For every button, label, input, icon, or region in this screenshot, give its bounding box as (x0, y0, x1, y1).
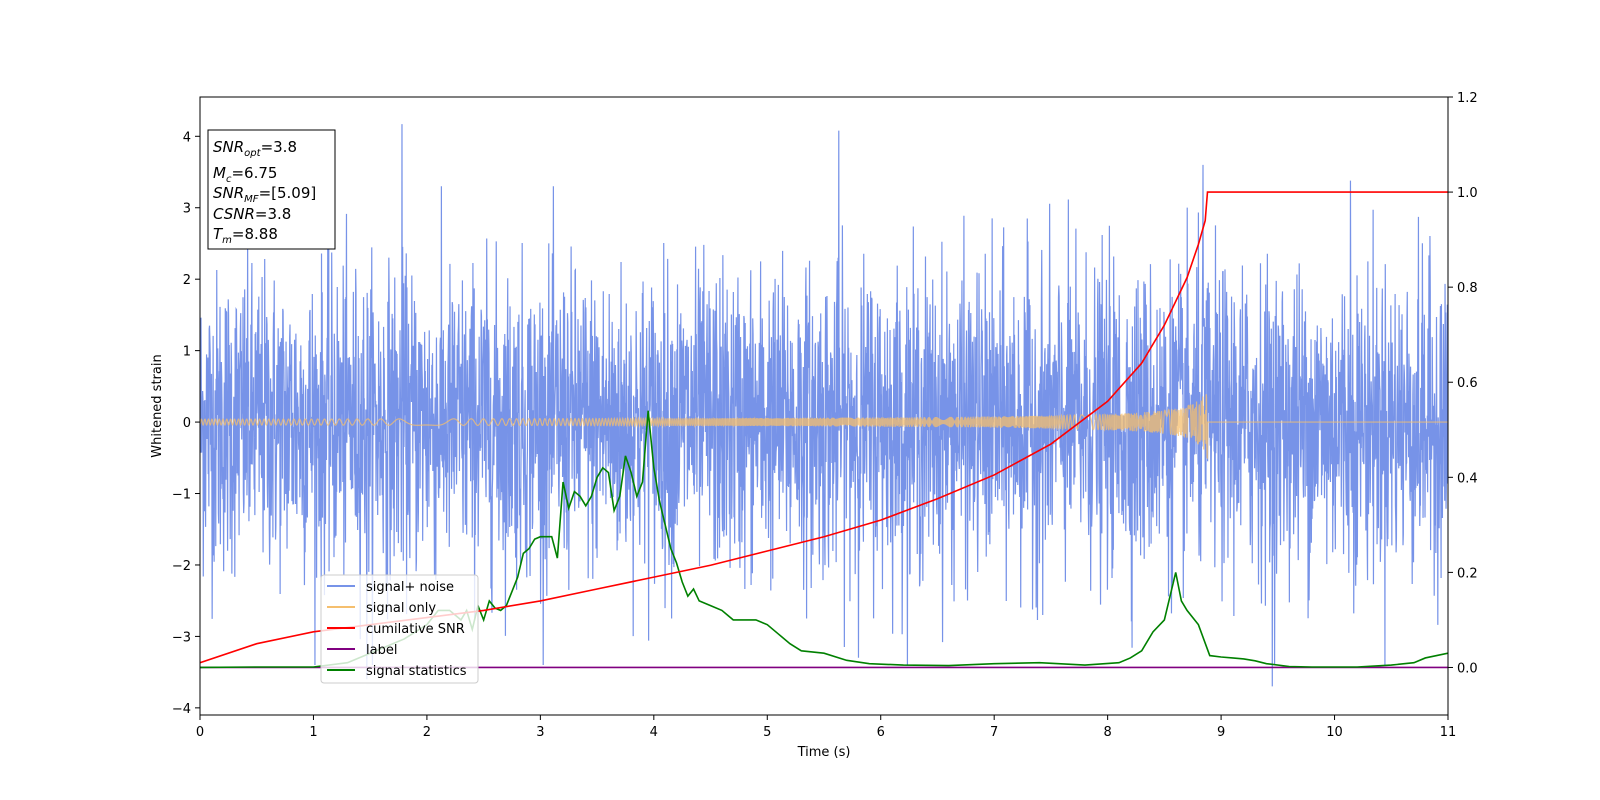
x-axis: 0 1 2 3 4 5 6 7 8 9 10 11 (196, 715, 1456, 740)
y-tick-label: 0 (183, 416, 191, 431)
y-tick-label: −4 (172, 702, 191, 717)
x-tick-label: 10 (1326, 725, 1343, 740)
y2-tick-label: 0.0 (1457, 661, 1478, 676)
x-tick-label: 5 (763, 725, 771, 740)
x-tick-label: 7 (990, 725, 998, 740)
y2-tick-label: 1.2 (1457, 91, 1478, 106)
legend-label-signal-noise: signal+ noise (366, 580, 454, 595)
x-tick-label: 1 (309, 725, 317, 740)
legend-entry-cumulative-snr: cumilative SNR (327, 622, 465, 637)
y-axis-left: −4 −3 −2 −1 0 1 2 3 4 (172, 130, 200, 717)
y-tick-label: 3 (183, 202, 191, 217)
annotation-csnr: CSNR=3.8 (213, 205, 291, 223)
legend-entry-signal-noise: signal+ noise (327, 580, 454, 595)
plot-frame (199, 96, 1449, 716)
y-tick-label: 4 (183, 130, 191, 145)
y2-tick-label: 0.6 (1457, 376, 1478, 391)
parameter-annotation-box: SNRopt=3.8 Mc=6.75 SNRMF=[5.09] CSNR=3.8… (207, 129, 336, 250)
y-tick-label: 2 (183, 273, 191, 288)
y-axis-label: Whitened strain (150, 354, 165, 457)
y2-tick-label: 0.4 (1457, 471, 1478, 486)
legend-label-signal-only: signal only (366, 601, 436, 616)
series-signal-only-line (200, 394, 1448, 460)
y-tick-label: 1 (183, 345, 191, 360)
x-axis-label: Time (s) (797, 745, 851, 760)
x-tick-label: 8 (1103, 725, 1111, 740)
legend-entry-signal-statistics: signal statistics (327, 664, 467, 679)
y-axis-right: 0.0 0.2 0.4 0.6 0.8 1.0 1.2 (1448, 91, 1478, 676)
annotation-snr-mf: SNRMF=[5.09] (213, 184, 316, 205)
y2-tick-label: 1.0 (1457, 186, 1478, 201)
legend-label-cumulative-snr: cumilative SNR (366, 622, 465, 637)
x-tick-label: 3 (536, 725, 544, 740)
legend-frame (320, 574, 479, 684)
x-tick-label: 4 (650, 725, 658, 740)
legend-label-signal-statistics: signal statistics (366, 664, 467, 679)
legend-entry-signal-only: signal only (327, 601, 436, 616)
x-tick-label: 2 (423, 725, 431, 740)
x-tick-label: 6 (877, 725, 885, 740)
annotation-mc: Mc=6.75 (213, 164, 277, 185)
y-tick-label: −3 (172, 630, 191, 645)
series-signal-noise-line (200, 124, 1448, 687)
legend: signal+ noise signal only cumilative SNR… (320, 574, 479, 684)
x-tick-label: 9 (1217, 725, 1225, 740)
x-tick-label: 11 (1440, 725, 1457, 740)
x-tick-label: 0 (196, 725, 204, 740)
y2-tick-label: 0.8 (1457, 281, 1478, 296)
annotation-tm: Tm=8.88 (213, 225, 278, 246)
legend-entry-label: label (327, 643, 397, 658)
y2-tick-label: 0.2 (1457, 566, 1478, 581)
legend-label-label: label (366, 643, 397, 658)
y-tick-label: −2 (172, 559, 191, 574)
y-tick-label: −1 (172, 488, 191, 503)
annotation-frame (207, 129, 336, 250)
annotation-snr-opt: SNRopt=3.8 (213, 138, 297, 159)
